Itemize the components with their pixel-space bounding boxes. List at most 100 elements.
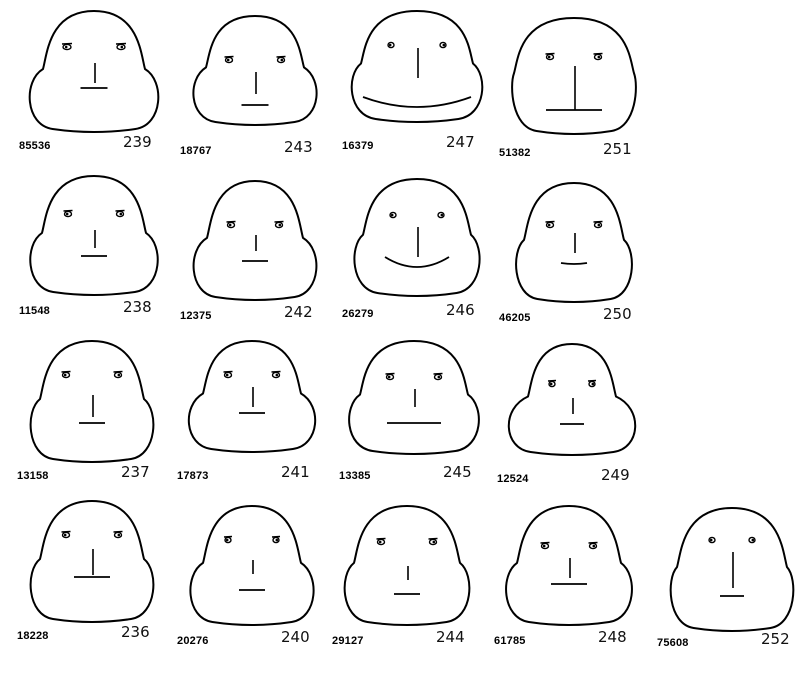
face-drawing xyxy=(187,339,317,453)
left-eyebrow xyxy=(226,220,236,223)
face-drawing xyxy=(192,14,318,126)
left-eyebrow xyxy=(540,541,550,544)
pupil xyxy=(63,373,67,377)
face-outline xyxy=(515,181,633,303)
face-outline xyxy=(187,339,317,453)
pupil xyxy=(120,45,124,49)
face-number: 241 xyxy=(281,463,310,481)
pupil xyxy=(65,212,69,216)
face-drawing xyxy=(350,9,484,123)
face-item: 17873 241 xyxy=(177,335,330,505)
face-code: 29127 xyxy=(332,635,364,647)
face-outline xyxy=(350,9,484,123)
face-number: 251 xyxy=(603,140,632,158)
pupil xyxy=(225,538,229,542)
face-code: 75608 xyxy=(657,637,689,649)
pupil xyxy=(275,538,279,542)
pupil xyxy=(119,212,123,216)
pupil xyxy=(440,213,444,217)
face-item: 13158 237 xyxy=(17,335,170,505)
right-eye xyxy=(437,211,445,219)
left-eyebrow xyxy=(223,370,233,373)
face-number: 239 xyxy=(123,133,152,151)
face-code: 13158 xyxy=(17,470,49,482)
right-eye xyxy=(439,41,447,49)
face-drawing xyxy=(515,181,633,303)
face-drawing xyxy=(189,504,315,626)
face-outline xyxy=(505,504,633,626)
pupil xyxy=(117,373,121,377)
face-number: 249 xyxy=(601,466,630,484)
left-eyebrow xyxy=(223,535,233,538)
face-item: 12375 242 xyxy=(180,175,333,345)
pupil xyxy=(709,538,713,542)
pupil xyxy=(387,375,391,379)
face-drawing xyxy=(669,506,795,632)
face-code: 18767 xyxy=(180,145,212,157)
pupil xyxy=(591,382,595,386)
right-eye xyxy=(748,536,756,544)
pupil xyxy=(275,373,279,377)
face-item: 18767 243 xyxy=(180,10,333,180)
left-eye xyxy=(389,211,397,219)
mouth xyxy=(560,262,588,265)
right-eyebrow xyxy=(593,220,603,223)
left-eyebrow xyxy=(547,379,557,382)
pupil xyxy=(549,382,553,386)
face-item: 51382 251 xyxy=(499,12,652,182)
face-drawing xyxy=(505,504,633,626)
pupil xyxy=(226,58,230,62)
face-number: 240 xyxy=(281,628,310,646)
face-item: 20276 240 xyxy=(177,500,330,670)
face-item: 18228 236 xyxy=(17,495,170,665)
right-eyebrow xyxy=(276,55,286,58)
right-eyebrow xyxy=(588,541,598,544)
face-outline xyxy=(189,504,315,626)
face-item: 75608 252 xyxy=(657,502,806,672)
right-eyebrow xyxy=(113,370,123,373)
face-code: 61785 xyxy=(494,635,526,647)
face-drawing xyxy=(348,339,480,455)
left-eyebrow xyxy=(61,530,71,533)
right-eyebrow xyxy=(428,537,438,540)
left-eyebrow xyxy=(545,220,555,223)
face-item: 29127 244 xyxy=(332,500,485,670)
left-eyebrow xyxy=(61,370,71,373)
face-drawing xyxy=(28,9,160,133)
face-outline xyxy=(29,499,155,623)
face-item: 26279 246 xyxy=(342,173,495,343)
face-outline xyxy=(353,177,481,297)
face-code: 26279 xyxy=(342,308,374,320)
right-eyebrow xyxy=(274,220,284,223)
face-drawing xyxy=(343,504,471,626)
face-drawing xyxy=(29,174,159,296)
face-drawing xyxy=(29,339,155,463)
pupil xyxy=(547,55,551,59)
face-item: 46205 250 xyxy=(499,177,652,347)
face-number: 236 xyxy=(121,623,150,641)
face-number: 238 xyxy=(123,298,152,316)
face-outline xyxy=(28,9,160,133)
pupil xyxy=(64,45,68,49)
face-code: 20276 xyxy=(177,635,209,647)
pupil xyxy=(592,544,596,548)
face-code: 16379 xyxy=(342,140,374,152)
face-number: 245 xyxy=(443,463,472,481)
left-eyebrow xyxy=(376,537,386,540)
pupil xyxy=(390,213,394,217)
pupil xyxy=(437,375,441,379)
face-number: 248 xyxy=(598,628,627,646)
pupil xyxy=(117,533,121,537)
right-eyebrow xyxy=(115,209,125,212)
face-code: 11548 xyxy=(19,305,50,317)
face-item: 11548 238 xyxy=(19,170,172,340)
pupil xyxy=(751,538,755,542)
right-eyebrow xyxy=(587,379,597,382)
pupil xyxy=(388,43,392,47)
pupil xyxy=(378,540,382,544)
right-eyebrow xyxy=(271,535,281,538)
face-number: 252 xyxy=(761,630,790,648)
face-drawing xyxy=(507,342,637,456)
face-number: 243 xyxy=(284,138,313,156)
